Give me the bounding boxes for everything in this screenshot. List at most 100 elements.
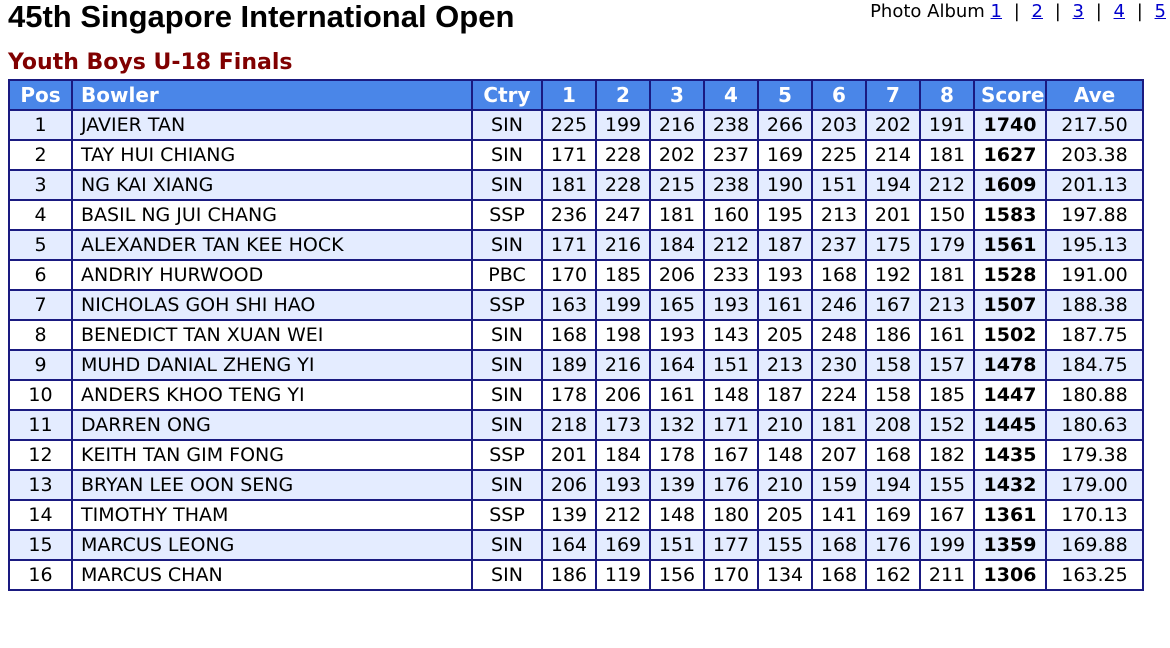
game-4-cell: 151 bbox=[703, 349, 759, 381]
album-link-2[interactable]: 2 bbox=[1031, 1, 1043, 22]
pos-cell: 4 bbox=[8, 199, 73, 231]
game-6-cell: 168 bbox=[811, 559, 867, 591]
pos-cell: 8 bbox=[8, 319, 73, 351]
album-link-3[interactable]: 3 bbox=[1072, 1, 1084, 22]
score-cell: 1361 bbox=[973, 499, 1047, 531]
game-6-cell: 203 bbox=[811, 109, 867, 141]
album-separator: | bbox=[1013, 1, 1020, 22]
game-7-cell: 201 bbox=[865, 199, 921, 231]
game-8-cell: 167 bbox=[919, 499, 975, 531]
game-1-cell: 236 bbox=[541, 199, 597, 231]
bowler-cell: KEITH TAN GIM FONG bbox=[71, 439, 473, 471]
game-7-cell: 158 bbox=[865, 379, 921, 411]
game-1-cell: 218 bbox=[541, 409, 597, 441]
average-cell: 201.13 bbox=[1045, 169, 1144, 201]
score-cell: 1306 bbox=[973, 559, 1047, 591]
game-2-cell: 199 bbox=[595, 289, 651, 321]
game-6-cell: 181 bbox=[811, 409, 867, 441]
score-cell: 1627 bbox=[973, 139, 1047, 171]
game-5-cell: 148 bbox=[757, 439, 813, 471]
average-cell: 180.63 bbox=[1045, 409, 1144, 441]
game-7-cell: 168 bbox=[865, 439, 921, 471]
table-row: 6 ANDRIY HURWOOD PBC 170 185 206 233 193 168 192 1… bbox=[8, 259, 1144, 291]
bowler-cell: DARREN ONG bbox=[71, 409, 473, 441]
game-2-cell: 173 bbox=[595, 409, 651, 441]
game-2-cell: 228 bbox=[595, 139, 651, 171]
game-7-cell: 176 bbox=[865, 529, 921, 561]
game-6-cell: 207 bbox=[811, 439, 867, 471]
bowler-cell: BRYAN LEE OON SENG bbox=[71, 469, 473, 501]
game-3-cell: 165 bbox=[649, 289, 705, 321]
game-2-cell: 185 bbox=[595, 259, 651, 291]
bowler-cell: BENEDICT TAN XUAN WEI bbox=[71, 319, 473, 351]
game-3-cell: 184 bbox=[649, 229, 705, 261]
pos-cell: 9 bbox=[8, 349, 73, 381]
game-3-cell: 206 bbox=[649, 259, 705, 291]
country-cell: SIN bbox=[471, 229, 543, 261]
column-header-ctry: Ctry bbox=[471, 79, 543, 111]
album-link-4[interactable]: 4 bbox=[1113, 1, 1125, 22]
bowler-cell: JAVIER TAN bbox=[71, 109, 473, 141]
country-cell: PBC bbox=[471, 259, 543, 291]
game-2-cell: 199 bbox=[595, 109, 651, 141]
album-link-5[interactable]: 5 bbox=[1154, 1, 1166, 22]
game-4-cell: 160 bbox=[703, 199, 759, 231]
game-5-cell: 187 bbox=[757, 379, 813, 411]
country-cell: SSP bbox=[471, 199, 543, 231]
average-cell: 217.50 bbox=[1045, 109, 1144, 141]
game-5-cell: 193 bbox=[757, 259, 813, 291]
score-cell: 1528 bbox=[973, 259, 1047, 291]
average-cell: 191.00 bbox=[1045, 259, 1144, 291]
game-1-cell: 206 bbox=[541, 469, 597, 501]
game-6-cell: 159 bbox=[811, 469, 867, 501]
page-title: 45th Singapore International Open bbox=[8, 0, 515, 34]
game-3-cell: 156 bbox=[649, 559, 705, 591]
game-6-cell: 224 bbox=[811, 379, 867, 411]
score-cell: 1507 bbox=[973, 289, 1047, 321]
bowler-cell: ALEXANDER TAN KEE HOCK bbox=[71, 229, 473, 261]
game-3-cell: 181 bbox=[649, 199, 705, 231]
game-8-cell: 150 bbox=[919, 199, 975, 231]
game-4-cell: 193 bbox=[703, 289, 759, 321]
pos-cell: 2 bbox=[8, 139, 73, 171]
photo-album-label: Photo Album bbox=[870, 1, 985, 22]
country-cell: SIN bbox=[471, 469, 543, 501]
game-1-cell: 164 bbox=[541, 529, 597, 561]
country-cell: SSP bbox=[471, 289, 543, 321]
pos-cell: 3 bbox=[8, 169, 73, 201]
game-5-cell: 205 bbox=[757, 319, 813, 351]
game-7-cell: 169 bbox=[865, 499, 921, 531]
game-2-cell: 169 bbox=[595, 529, 651, 561]
game-3-cell: 178 bbox=[649, 439, 705, 471]
game-2-cell: 247 bbox=[595, 199, 651, 231]
table-row: 5 ALEXANDER TAN KEE HOCK SIN 171 216 184 212 18… bbox=[8, 229, 1144, 261]
country-cell: SIN bbox=[471, 529, 543, 561]
table-row: 10 ANDERS KHOO TENG YI SIN 178 206 161 148 187 2… bbox=[8, 379, 1144, 411]
table-row: 8 BENEDICT TAN XUAN WEI SIN 168 198 193 143 205… bbox=[8, 319, 1144, 351]
score-cell: 1432 bbox=[973, 469, 1047, 501]
column-header-game-5: 5 bbox=[757, 79, 813, 111]
country-cell: SIN bbox=[471, 379, 543, 411]
average-cell: 169.88 bbox=[1045, 529, 1144, 561]
game-7-cell: 167 bbox=[865, 289, 921, 321]
score-cell: 1583 bbox=[973, 199, 1047, 231]
album-link-1[interactable]: 1 bbox=[990, 1, 1002, 22]
score-cell: 1478 bbox=[973, 349, 1047, 381]
game-5-cell: 210 bbox=[757, 469, 813, 501]
event-subtitle: Youth Boys U-18 Finals bbox=[8, 50, 293, 75]
pos-cell: 6 bbox=[8, 259, 73, 291]
table-row: 9 MUHD DANIAL ZHENG YI SIN 189 216 164 151 213 2… bbox=[8, 349, 1144, 381]
score-cell: 1561 bbox=[973, 229, 1047, 261]
country-cell: SIN bbox=[471, 319, 543, 351]
score-cell: 1609 bbox=[973, 169, 1047, 201]
bowler-cell: TAY HUI CHIANG bbox=[71, 139, 473, 171]
game-3-cell: 139 bbox=[649, 469, 705, 501]
pos-cell: 7 bbox=[8, 289, 73, 321]
game-7-cell: 194 bbox=[865, 169, 921, 201]
pos-cell: 5 bbox=[8, 229, 73, 261]
pos-cell: 13 bbox=[8, 469, 73, 501]
game-8-cell: 155 bbox=[919, 469, 975, 501]
average-cell: 179.00 bbox=[1045, 469, 1144, 501]
column-header-game-2: 2 bbox=[595, 79, 651, 111]
average-cell: 170.13 bbox=[1045, 499, 1144, 531]
